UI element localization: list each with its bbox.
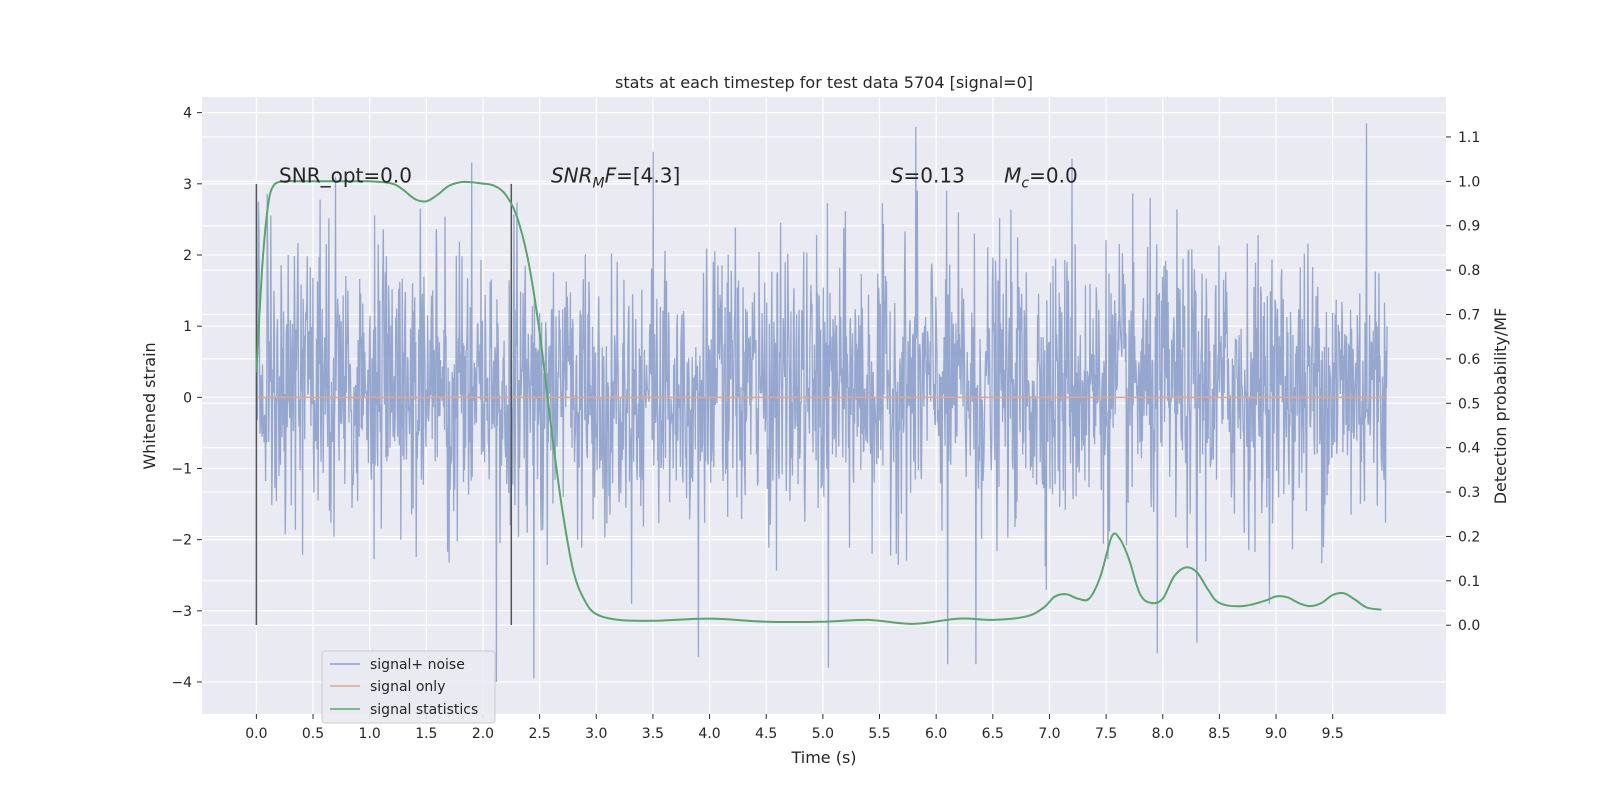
y-right-tick-label-7: 0.7 <box>1458 308 1480 324</box>
annotation-snr-opt: SNR_opt=0.0 <box>279 163 412 187</box>
x-tick-label-19: 9.5 <box>1322 726 1344 742</box>
y-right-tick-label-11: 1.1 <box>1458 130 1480 146</box>
y-right-tick-label-2: 0.2 <box>1458 529 1480 545</box>
series-signal-noise-line <box>255 123 1388 683</box>
x-tick-label-17: 8.5 <box>1208 726 1230 742</box>
y-left-tick-label-3: −1 <box>171 461 192 477</box>
chart-title: stats at each timestep for test data 570… <box>615 73 1033 92</box>
x-tick-label-8: 4.0 <box>698 726 720 742</box>
x-tick-label-3: 1.5 <box>415 726 437 742</box>
x-tick-label-15: 7.5 <box>1095 726 1117 742</box>
y-left-tick-label-4: 0 <box>183 390 192 406</box>
x-tick-label-5: 2.5 <box>528 726 550 742</box>
x-tick-label-16: 8.0 <box>1152 726 1174 742</box>
x-tick-label-6: 3.0 <box>585 726 607 742</box>
axis-ticks: 0.0 0.5 1.0 1.5 2.0 2.5 3.0 3.5 4.0 4.5 5.0 5.5 6.0 6… <box>171 106 1480 742</box>
y-axis-label-right: Detection probability/MF <box>1491 308 1510 505</box>
legend-label-signal-noise: signal+ noise <box>370 657 465 673</box>
series-signal-noise <box>255 123 1388 683</box>
x-tick-label-10: 5.0 <box>812 726 834 742</box>
x-tick-label-4: 2.0 <box>472 726 494 742</box>
x-tick-label-0: 0.0 <box>245 726 267 742</box>
annotation-s-rest: =0.13 <box>904 163 965 187</box>
legend-box <box>321 650 496 724</box>
y-left-tick-label-1: −3 <box>171 604 192 620</box>
y-right-tick-label-4: 0.4 <box>1458 441 1480 457</box>
annotation-mc-sub: c <box>1021 175 1029 191</box>
y-left-tick-label-7: 3 <box>183 177 192 193</box>
y-left-tick-label-8: 4 <box>183 106 192 122</box>
y-right-tick-label-6: 0.6 <box>1458 352 1480 368</box>
y-left-tick-label-6: 2 <box>183 248 192 264</box>
annotation-snr-mf-main: SNR <box>551 163 593 187</box>
x-tick-label-1: 0.5 <box>302 726 324 742</box>
y-right-tick-label-8: 0.8 <box>1458 263 1480 279</box>
series-signal-statistics <box>255 179 1382 625</box>
annotation-snr-mf: SNRMF=[4.3] <box>551 163 680 191</box>
x-tick-label-12: 6.0 <box>925 726 947 742</box>
x-tick-label-14: 7.0 <box>1038 726 1060 742</box>
annotation-mc-rest: =0.0 <box>1029 163 1078 187</box>
y-left-tick-label-5: 1 <box>183 319 192 335</box>
y-left-tick-label-2: −2 <box>171 533 192 549</box>
x-tick-label-2: 1.0 <box>359 726 381 742</box>
annotation-snr-mf-rest: =[4.3] <box>616 163 680 187</box>
y-right-tick-label-10: 1.0 <box>1458 174 1480 190</box>
legend-label-signal-only: signal only <box>370 679 445 695</box>
x-tick-label-7: 3.5 <box>642 726 664 742</box>
y-right-tick-label-0: 0.0 <box>1458 618 1480 634</box>
legend: signal+ noise signal only signal statist… <box>321 650 496 724</box>
y-right-tick-label-3: 0.3 <box>1458 485 1480 501</box>
y-left-tick-label-0: −4 <box>171 675 192 691</box>
x-tick-label-9: 4.5 <box>755 726 777 742</box>
series-signal-statistics-line <box>255 179 1382 625</box>
annotation-s-italic: S <box>891 163 904 187</box>
y-right-tick-label-5: 0.5 <box>1458 396 1480 412</box>
y-right-tick-label-9: 0.9 <box>1458 219 1480 235</box>
annotation-mc: Mc=0.0 <box>1004 163 1078 191</box>
annotation-s: S=0.13 <box>891 163 965 187</box>
x-tick-label-18: 9.0 <box>1265 726 1287 742</box>
annotation-mc-main: M <box>1004 163 1021 187</box>
annotations: SNR_opt=0.0 SNRMF=[4.3] S=0.13 Mc=0.0 <box>279 163 1078 191</box>
annotation-snr-mf-sub: M <box>593 175 605 191</box>
legend-label-signal-statistics: signal statistics <box>370 702 478 718</box>
annotation-snr-mf-rest-italic: F <box>605 163 617 187</box>
x-tick-label-11: 5.5 <box>868 726 890 742</box>
x-tick-label-13: 6.5 <box>982 726 1004 742</box>
y-right-tick-label-1: 0.1 <box>1458 574 1480 590</box>
vertical-lines <box>255 183 513 626</box>
y-axis-label-left: Whitened strain <box>140 342 159 469</box>
x-axis-label: Time (s) <box>790 748 856 767</box>
